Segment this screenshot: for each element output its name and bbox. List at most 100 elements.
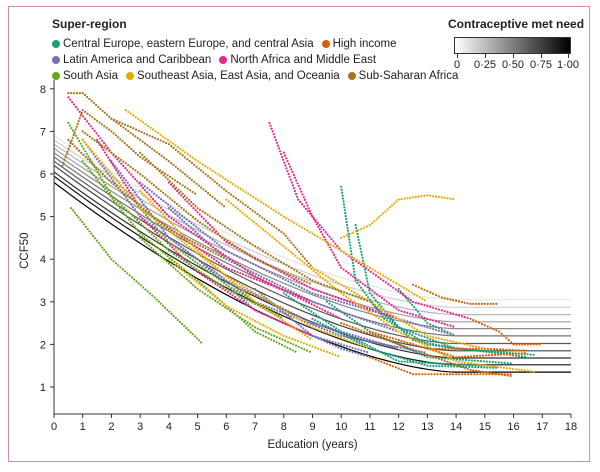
data-point (371, 268, 374, 271)
data-point (378, 303, 381, 306)
data-point (328, 293, 331, 297)
data-point (305, 349, 309, 352)
data-point (293, 221, 296, 224)
data-point (119, 188, 122, 192)
data-point (389, 340, 392, 343)
data-point (263, 307, 267, 310)
data-point (167, 215, 170, 218)
data-point (480, 366, 483, 369)
data-point (280, 213, 283, 217)
data-point (434, 195, 438, 198)
data-point (324, 279, 327, 282)
figure-frame (8, 6, 590, 462)
data-point (377, 308, 381, 311)
data-point (508, 352, 512, 356)
data-point (306, 319, 309, 322)
data-point (371, 348, 374, 351)
data-point (356, 279, 360, 282)
data-point (131, 167, 135, 170)
data-point (360, 336, 363, 339)
data-point (367, 283, 370, 286)
colorbar-gradient (454, 37, 571, 54)
y-tick-label: 6 (40, 169, 46, 181)
data-point (518, 343, 521, 346)
data-point (302, 205, 306, 208)
data-point (443, 196, 446, 199)
data-point (372, 296, 375, 299)
data-point (185, 243, 188, 246)
data-point (403, 360, 406, 363)
data-point (303, 288, 306, 291)
data-point (372, 272, 375, 275)
data-point (133, 278, 136, 281)
data-point (146, 216, 149, 219)
data-point (366, 286, 369, 289)
data-point (305, 259, 308, 262)
data-point (414, 361, 417, 364)
data-point (494, 361, 497, 364)
data-point (411, 343, 415, 346)
data-point (166, 255, 169, 258)
data-point (387, 277, 390, 280)
data-point (311, 279, 314, 282)
data-point (174, 316, 177, 319)
data-point (268, 221, 271, 225)
data-point (472, 369, 475, 372)
data-point (340, 188, 343, 191)
data-point (84, 225, 87, 228)
data-point (292, 312, 295, 315)
data-point (423, 299, 426, 302)
data-point (350, 289, 353, 293)
data-point (426, 364, 429, 367)
data-point (179, 152, 182, 155)
data-point (457, 314, 461, 317)
data-point (397, 367, 400, 370)
data-point (489, 366, 492, 369)
data-point (503, 374, 506, 377)
data-point (64, 156, 67, 159)
data-point (107, 156, 110, 159)
data-point (415, 340, 418, 343)
data-point (121, 122, 124, 125)
data-point (262, 329, 265, 333)
data-point (302, 342, 305, 345)
data-point (410, 291, 413, 294)
data-point (199, 244, 202, 247)
legend-label: Southeast Asia, East Asia, and Oceania (136, 70, 340, 82)
data-point (308, 290, 311, 293)
data-point (402, 333, 405, 336)
x-tick-label: 5 (195, 421, 201, 433)
data-point (170, 145, 173, 148)
data-point (347, 235, 350, 238)
data-point (246, 253, 249, 256)
data-point (331, 340, 334, 343)
data-point (264, 263, 268, 266)
data-point (185, 210, 188, 213)
data-point (108, 174, 111, 177)
data-point (117, 187, 120, 190)
data-point (322, 295, 326, 298)
data-point (312, 312, 315, 315)
data-point (120, 162, 123, 165)
data-point (162, 229, 165, 232)
colorbar-title: Contraceptive met need (448, 17, 585, 31)
data-point (468, 365, 471, 368)
data-point (406, 320, 409, 323)
data-point (496, 353, 500, 356)
data-point (276, 283, 279, 286)
data-point (340, 330, 343, 333)
data-point (124, 213, 127, 217)
data-point (224, 238, 227, 241)
data-point (331, 331, 334, 334)
data-point (117, 156, 120, 160)
data-point (344, 212, 347, 215)
data-point (360, 317, 363, 320)
data-point (179, 245, 182, 248)
data-point (458, 355, 461, 359)
data-point (103, 111, 106, 114)
data-point (375, 218, 378, 221)
data-point (403, 328, 406, 331)
data-point (161, 256, 164, 259)
data-point (244, 251, 247, 254)
data-point (324, 309, 327, 312)
